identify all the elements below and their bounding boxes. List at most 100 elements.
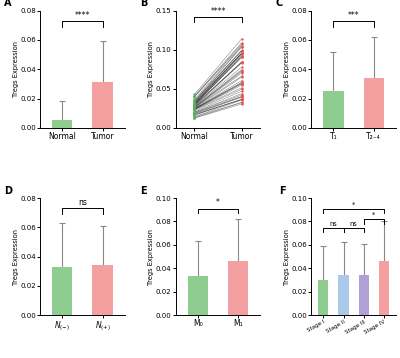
- Point: [238, 94, 245, 100]
- Y-axis label: Tregs Expression: Tregs Expression: [284, 228, 290, 285]
- Point: [191, 101, 198, 107]
- Text: F: F: [279, 186, 286, 196]
- Point: [191, 93, 198, 99]
- Point: [238, 50, 245, 56]
- Point: [191, 114, 198, 120]
- Point: [191, 104, 198, 110]
- Point: [238, 92, 245, 98]
- Point: [191, 101, 198, 107]
- Point: [238, 100, 245, 105]
- Point: [191, 100, 198, 105]
- Point: [238, 73, 245, 79]
- Text: ns: ns: [330, 221, 337, 227]
- Point: [238, 48, 245, 54]
- Bar: [318, 280, 328, 315]
- Text: *: *: [216, 198, 220, 207]
- Point: [238, 60, 245, 66]
- Text: ns: ns: [78, 198, 87, 207]
- Point: [191, 106, 198, 112]
- Point: [191, 111, 198, 117]
- Point: [238, 78, 245, 83]
- Point: [191, 110, 198, 116]
- Text: *: *: [372, 212, 376, 218]
- Point: [238, 97, 245, 103]
- Point: [191, 107, 198, 112]
- Point: [191, 111, 198, 116]
- Point: [238, 41, 245, 47]
- Point: [191, 112, 198, 118]
- Point: [238, 55, 245, 61]
- Point: [191, 99, 198, 105]
- Point: [238, 59, 245, 65]
- Point: [238, 79, 245, 85]
- Text: ****: ****: [210, 7, 226, 16]
- Point: [191, 115, 198, 121]
- Bar: [228, 261, 248, 315]
- Y-axis label: Tregs Expression: Tregs Expression: [148, 228, 154, 285]
- Point: [191, 98, 198, 104]
- Point: [191, 106, 198, 112]
- Point: [191, 94, 198, 100]
- Point: [238, 52, 245, 57]
- Point: [238, 100, 245, 106]
- Point: [238, 53, 245, 59]
- Point: [191, 112, 198, 118]
- Point: [191, 102, 198, 108]
- Point: [238, 80, 245, 86]
- Bar: [323, 91, 344, 128]
- Point: [191, 103, 198, 108]
- Point: [238, 88, 245, 94]
- Point: [191, 102, 198, 107]
- Point: [191, 106, 198, 112]
- Point: [191, 114, 198, 120]
- Point: [191, 102, 198, 107]
- Point: [191, 101, 198, 106]
- Point: [191, 112, 198, 118]
- Text: ****: ****: [75, 10, 90, 20]
- Point: [191, 102, 198, 107]
- Point: [238, 43, 245, 48]
- Point: [238, 96, 245, 102]
- Point: [191, 106, 198, 112]
- Text: ***: ***: [348, 10, 360, 20]
- Point: [238, 59, 245, 65]
- Y-axis label: Tregs Expression: Tregs Expression: [13, 228, 19, 285]
- Bar: [379, 261, 389, 315]
- Point: [191, 106, 198, 112]
- Bar: [364, 78, 384, 128]
- Point: [238, 50, 245, 56]
- Point: [238, 68, 245, 73]
- Point: [191, 107, 198, 112]
- Bar: [52, 267, 72, 315]
- Bar: [188, 276, 208, 315]
- Point: [238, 64, 245, 70]
- Point: [238, 97, 245, 102]
- Point: [191, 107, 198, 113]
- Point: [238, 97, 245, 102]
- Point: [238, 44, 245, 50]
- Point: [191, 104, 198, 110]
- Point: [191, 96, 198, 102]
- Point: [191, 98, 198, 104]
- Point: [238, 59, 245, 65]
- Text: A: A: [4, 0, 12, 8]
- Point: [238, 86, 245, 92]
- Text: *: *: [352, 201, 355, 207]
- Point: [191, 98, 198, 104]
- Point: [238, 54, 245, 60]
- Bar: [359, 275, 369, 315]
- Point: [238, 50, 245, 56]
- Bar: [92, 82, 113, 128]
- Point: [238, 47, 245, 53]
- Point: [238, 91, 245, 97]
- Text: C: C: [276, 0, 283, 8]
- Point: [238, 81, 245, 87]
- Point: [238, 93, 245, 99]
- Y-axis label: Tregs Expression: Tregs Expression: [148, 41, 154, 97]
- Point: [238, 69, 245, 74]
- Point: [238, 74, 245, 80]
- Text: D: D: [4, 186, 12, 196]
- Point: [191, 93, 198, 99]
- Point: [238, 40, 245, 45]
- Point: [238, 67, 245, 73]
